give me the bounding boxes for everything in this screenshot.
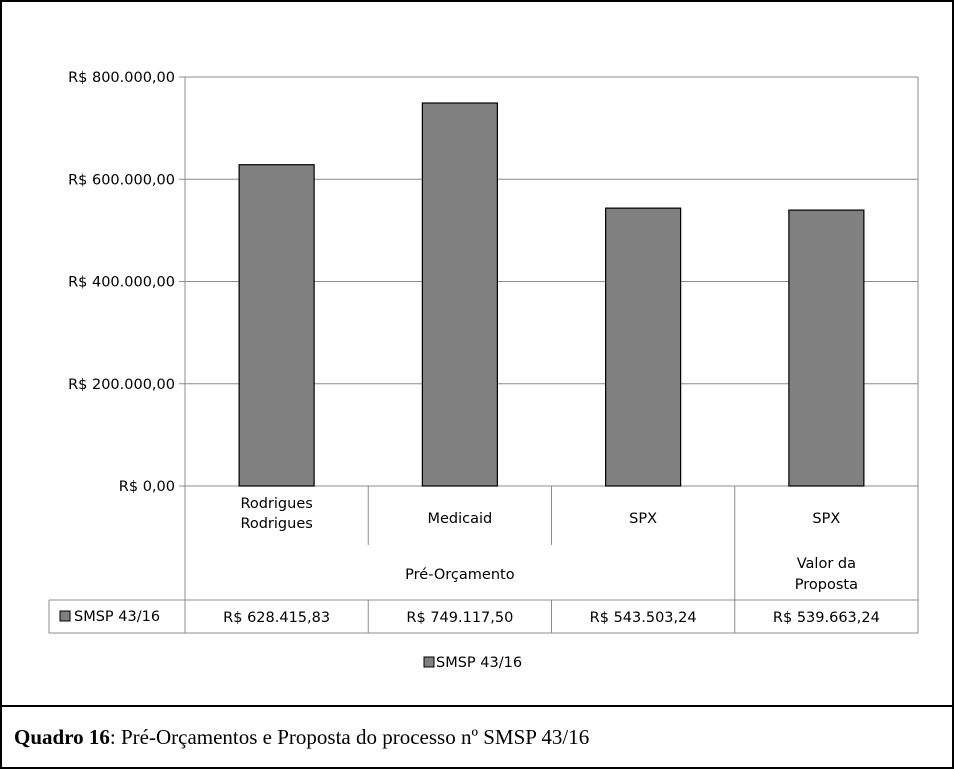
legend-swatch: [423, 656, 435, 668]
table-value: R$ 749.117,50: [406, 610, 513, 626]
table-value: R$ 539.663,24: [773, 610, 880, 626]
y-tick-label: R$ 400.000,00: [68, 275, 175, 291]
bar: [421, 102, 498, 487]
group-label: Valor da: [797, 556, 856, 572]
legend: SMSP 43/16: [423, 655, 522, 671]
figure-caption: Quadro 16: Pré-Orçamentos e Proposta do …: [14, 725, 589, 750]
table-series-key: [59, 610, 71, 622]
category-label: Rodrigues: [240, 516, 312, 532]
category-label: SPX: [812, 511, 840, 527]
y-tick-label: R$ 600.000,00: [68, 172, 175, 188]
y-tick-label: R$ 800.000,00: [68, 70, 175, 86]
group-label: Pré-Orçamento: [405, 567, 515, 583]
category-label: Rodrigues: [240, 496, 312, 512]
bar: [605, 207, 682, 487]
caption-label: Quadro 16: [14, 725, 110, 749]
table-value: R$ 543.503,24: [590, 610, 697, 626]
group-label: Proposta: [795, 577, 858, 593]
table-series-name: SMSP 43/16: [74, 609, 160, 625]
chart: R$ 0,00 R$ 200.000,00 R$ 400.000,00 R$ 600.…: [48, 70, 919, 671]
y-tick-label: R$ 200.000,00: [68, 377, 175, 393]
bar: [788, 209, 865, 487]
bar: [238, 164, 315, 487]
category-label: SPX: [629, 511, 657, 527]
data-table: Rodrigues Rodrigues Medicaid SPX SPX Pré-Orça…: [48, 486, 919, 634]
table-value: R$ 628.415,83: [223, 610, 330, 626]
caption-box: Quadro 16: Pré-Orçamentos e Proposta do …: [0, 705, 954, 769]
y-axis-ticks: R$ 0,00 R$ 200.000,00 R$ 400.000,00 R$ 600.…: [68, 70, 175, 495]
legend-label: SMSP 43/16: [436, 655, 522, 671]
y-tick-label: R$ 0,00: [119, 479, 175, 495]
category-label: Medicaid: [427, 511, 492, 527]
bars: [238, 102, 865, 487]
caption-text: : Pré-Orçamentos e Proposta do processo …: [109, 725, 590, 749]
